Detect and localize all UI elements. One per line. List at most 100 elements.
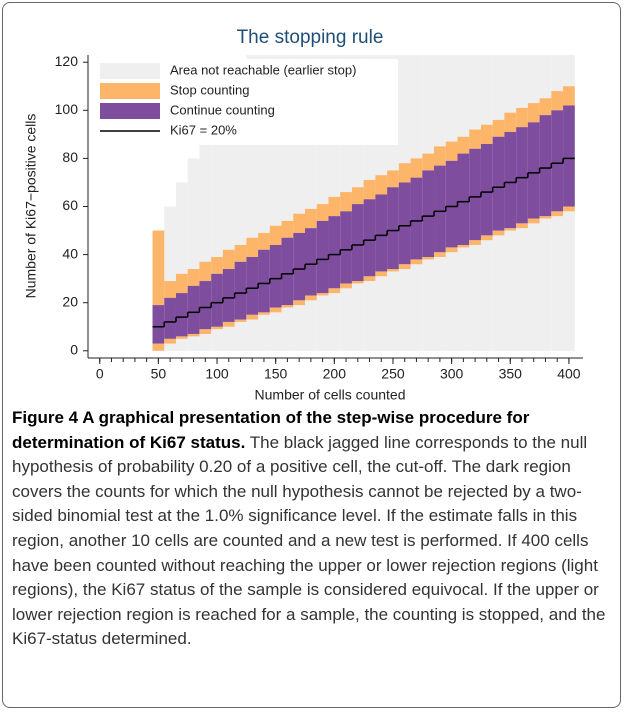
legend-label: Ki67 = 20% [170,122,237,137]
continue-band [469,148,481,241]
stop-upper-band [340,192,352,212]
stop-upper-band [351,187,364,205]
continue-band [539,115,552,217]
stop-lower-band [351,281,364,284]
stop-lower-band [422,257,435,260]
stop-lower-band [316,293,329,296]
stop-upper-band [375,175,388,195]
continue-band [175,293,188,337]
legend-label: Stop counting [170,82,250,97]
continue-band [340,211,352,284]
stop-lower-band [504,228,517,231]
continue-band [375,194,388,272]
stop-lower-band [211,326,223,330]
stop-lower-band [340,283,352,289]
stop-lower-band [281,305,294,308]
stop-upper-band [293,213,306,233]
continue-band [164,297,176,339]
stop-lower-band [305,295,317,301]
unreachable-area [164,206,176,351]
stop-upper-band [246,237,259,257]
continue-band [387,187,399,270]
unreachable-area [258,55,270,351]
stop-upper-band [222,249,235,270]
unreachable-area [340,55,352,351]
continue-band [305,228,317,296]
legend-label: Area not reachable (earlier stop) [170,62,356,77]
y-tick-label: 20 [62,293,78,309]
stop-lower-band [398,264,411,270]
stop-lower-band [539,216,552,219]
stop-lower-band [445,247,458,253]
x-tick-label: 250 [381,366,405,382]
stop-upper-band [211,257,223,274]
legend-swatch [100,63,160,79]
unreachable-area [269,55,282,351]
continue-band [504,131,517,229]
stop-upper-band [434,146,446,166]
unreachable-area [234,62,247,351]
stop-upper-band [363,180,376,200]
stop-lower-band [187,333,200,337]
unreachable-area [199,134,212,351]
stop-upper-band [305,208,317,229]
x-tick-label: 0 [96,366,104,382]
continue-band [551,110,564,212]
continue-band [328,216,341,289]
stop-upper-band [152,230,165,306]
legend-label: Continue counting [170,102,275,117]
continue-band [410,177,423,260]
continue-band [434,165,446,253]
stop-lower-band [551,211,564,217]
unreachable-area [316,55,329,351]
x-tick-label: 50 [151,366,167,382]
stop-upper-band [480,124,493,144]
continue-band [492,136,505,231]
unreachable-area [281,55,294,351]
stop-lower-band [269,307,282,313]
continue-band [199,281,212,330]
stop-lower-band [293,300,306,306]
unreachable-area [246,55,259,351]
continue-band [351,204,364,282]
x-tick-label: 100 [205,366,229,382]
x-tick-label: 300 [440,366,464,382]
stop-lower-band [457,244,470,248]
stop-upper-band [328,196,341,217]
continue-band [258,249,270,313]
stop-upper-band [398,163,411,183]
x-tick-label: 200 [323,366,347,382]
continue-band [316,220,329,294]
unreachable-area [175,182,188,351]
caption-title: A graphical presentation of the step-wis… [12,408,530,452]
continue-band [516,127,528,224]
stop-upper-band [187,269,200,286]
stop-lower-band [246,314,259,320]
stop-lower-band [492,230,505,236]
continue-band [445,160,458,248]
stop-upper-band [422,153,435,171]
stop-lower-band [164,338,176,344]
chart-title: The stopping rule [237,27,384,48]
stop-lower-band [434,252,446,257]
continue-band [398,182,411,265]
plot-area [152,55,575,351]
y-tick-label: 40 [62,245,78,261]
x-axis-title: Number of cells counted [255,387,406,400]
stop-lower-band [387,269,399,272]
unreachable-area [211,110,223,351]
unreachable-area [187,158,200,351]
continue-band [152,305,165,344]
continue-band [269,244,282,308]
stop-lower-band [175,336,188,339]
stop-lower-band [363,276,376,282]
y-tick-label: 0 [70,341,78,357]
unreachable-area [363,55,376,351]
stop-upper-band [387,170,399,188]
stop-upper-band [563,86,575,106]
stop-upper-band [269,225,282,245]
unreachable-area [305,55,317,351]
stop-lower-band [328,288,341,294]
